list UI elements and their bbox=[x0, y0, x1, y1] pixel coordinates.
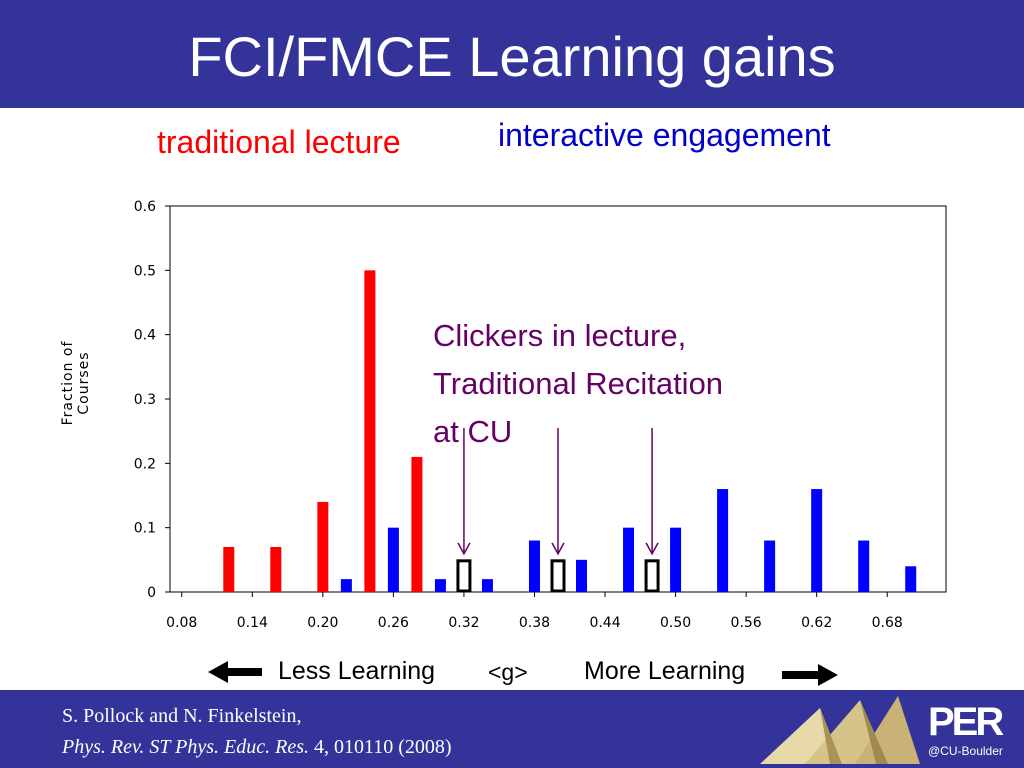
interactive-bar bbox=[905, 566, 917, 592]
learning-gains-chart: 0 0.1 0.2 0.3 0.4 0.5 0.6 0.08 0.14 0.20 0.26 0.32 0… bbox=[134, 199, 947, 631]
y-tick-label: 0.5 bbox=[134, 263, 156, 279]
mountain-logo-icon bbox=[760, 696, 920, 764]
interactive-bar bbox=[858, 540, 870, 592]
interactive-bar bbox=[434, 579, 446, 592]
x-tick-label: 0.08 bbox=[166, 615, 197, 631]
y-axis-label: Fraction of Courses bbox=[60, 340, 92, 426]
traditional-bar bbox=[364, 270, 376, 592]
y-tick-label: 0.1 bbox=[134, 521, 156, 537]
x-tick-label: 0.20 bbox=[307, 615, 338, 631]
title-bar: FCI/FMCE Learning gains bbox=[0, 0, 1024, 110]
y-tick-label: 0.4 bbox=[134, 328, 156, 344]
more-learning-label: More Learning bbox=[584, 657, 746, 685]
interactive-bar bbox=[717, 489, 729, 592]
annotation-arrowhead bbox=[645, 542, 659, 556]
slide-title: FCI/FMCE Learning gains bbox=[188, 25, 836, 88]
interactive-bar bbox=[387, 527, 399, 592]
citation-reference: Phys. Rev. ST Phys. Educ. Res. 4, 010110… bbox=[62, 736, 452, 759]
clickers-annotation: Clickers in lecture, Traditional Recitat… bbox=[433, 312, 723, 456]
traditional-bar bbox=[270, 546, 282, 592]
y-tick-label: 0.2 bbox=[134, 456, 156, 472]
traditional-lecture-label: traditional lecture bbox=[157, 124, 401, 160]
x-tick-label: 0.26 bbox=[378, 615, 409, 631]
x-tick-label: 0.38 bbox=[519, 615, 550, 631]
cu-course-bar bbox=[644, 559, 660, 593]
annotation-line-3: at CU bbox=[433, 414, 513, 449]
x-tick-label: 0.32 bbox=[448, 615, 479, 631]
x-tick-label: 0.44 bbox=[589, 615, 620, 631]
x-tick-label: 0.62 bbox=[801, 615, 832, 631]
interactive-bar bbox=[811, 489, 823, 592]
cu-course-bar bbox=[456, 559, 472, 593]
interactive-bar bbox=[340, 579, 352, 592]
interactive-bar bbox=[764, 540, 776, 592]
annotation-line-2: Traditional Recitation bbox=[433, 366, 724, 401]
citation-journal: Phys. Rev. ST Phys. Educ. Res. bbox=[62, 736, 309, 758]
average-gain-symbol: <g> bbox=[488, 659, 528, 685]
traditional-bar bbox=[223, 546, 235, 592]
x-tick-label: 0.14 bbox=[237, 615, 268, 631]
learning-scale-box bbox=[268, 654, 782, 690]
annotation-arrowhead bbox=[457, 542, 471, 556]
x-tick-label: 0.68 bbox=[872, 615, 903, 631]
annotation-arrowhead bbox=[551, 542, 565, 556]
x-tick-label: 0.56 bbox=[731, 615, 762, 631]
cu-course-bar bbox=[550, 559, 566, 593]
citation-volume: 4, 010110 (2008) bbox=[308, 736, 452, 758]
y-tick-label: 0 bbox=[147, 585, 156, 601]
interactive-bar bbox=[670, 527, 682, 592]
y-tick-label: 0.3 bbox=[134, 392, 156, 408]
interactive-bar bbox=[576, 559, 588, 592]
citation-authors: S. Pollock and N. Finkelstein, bbox=[62, 705, 302, 727]
less-learning-arrow-icon bbox=[208, 661, 262, 683]
per-logo: PER bbox=[928, 700, 1004, 744]
more-learning-arrow-icon bbox=[782, 664, 838, 686]
traditional-bar bbox=[411, 456, 423, 592]
per-logo-subtext: @CU-Boulder bbox=[928, 744, 1003, 758]
less-learning-label: Less Learning bbox=[278, 657, 436, 685]
traditional-bar bbox=[317, 501, 329, 592]
annotation-line-1: Clickers in lecture, bbox=[433, 318, 687, 353]
interactive-bar bbox=[623, 527, 635, 592]
interactive-bar bbox=[528, 540, 540, 592]
x-tick-label: 0.50 bbox=[660, 615, 691, 631]
interactive-engagement-label: interactive engagement bbox=[498, 117, 831, 153]
interactive-bar bbox=[481, 579, 493, 592]
y-tick-label: 0.6 bbox=[134, 199, 156, 215]
footer-bar bbox=[0, 690, 1024, 768]
